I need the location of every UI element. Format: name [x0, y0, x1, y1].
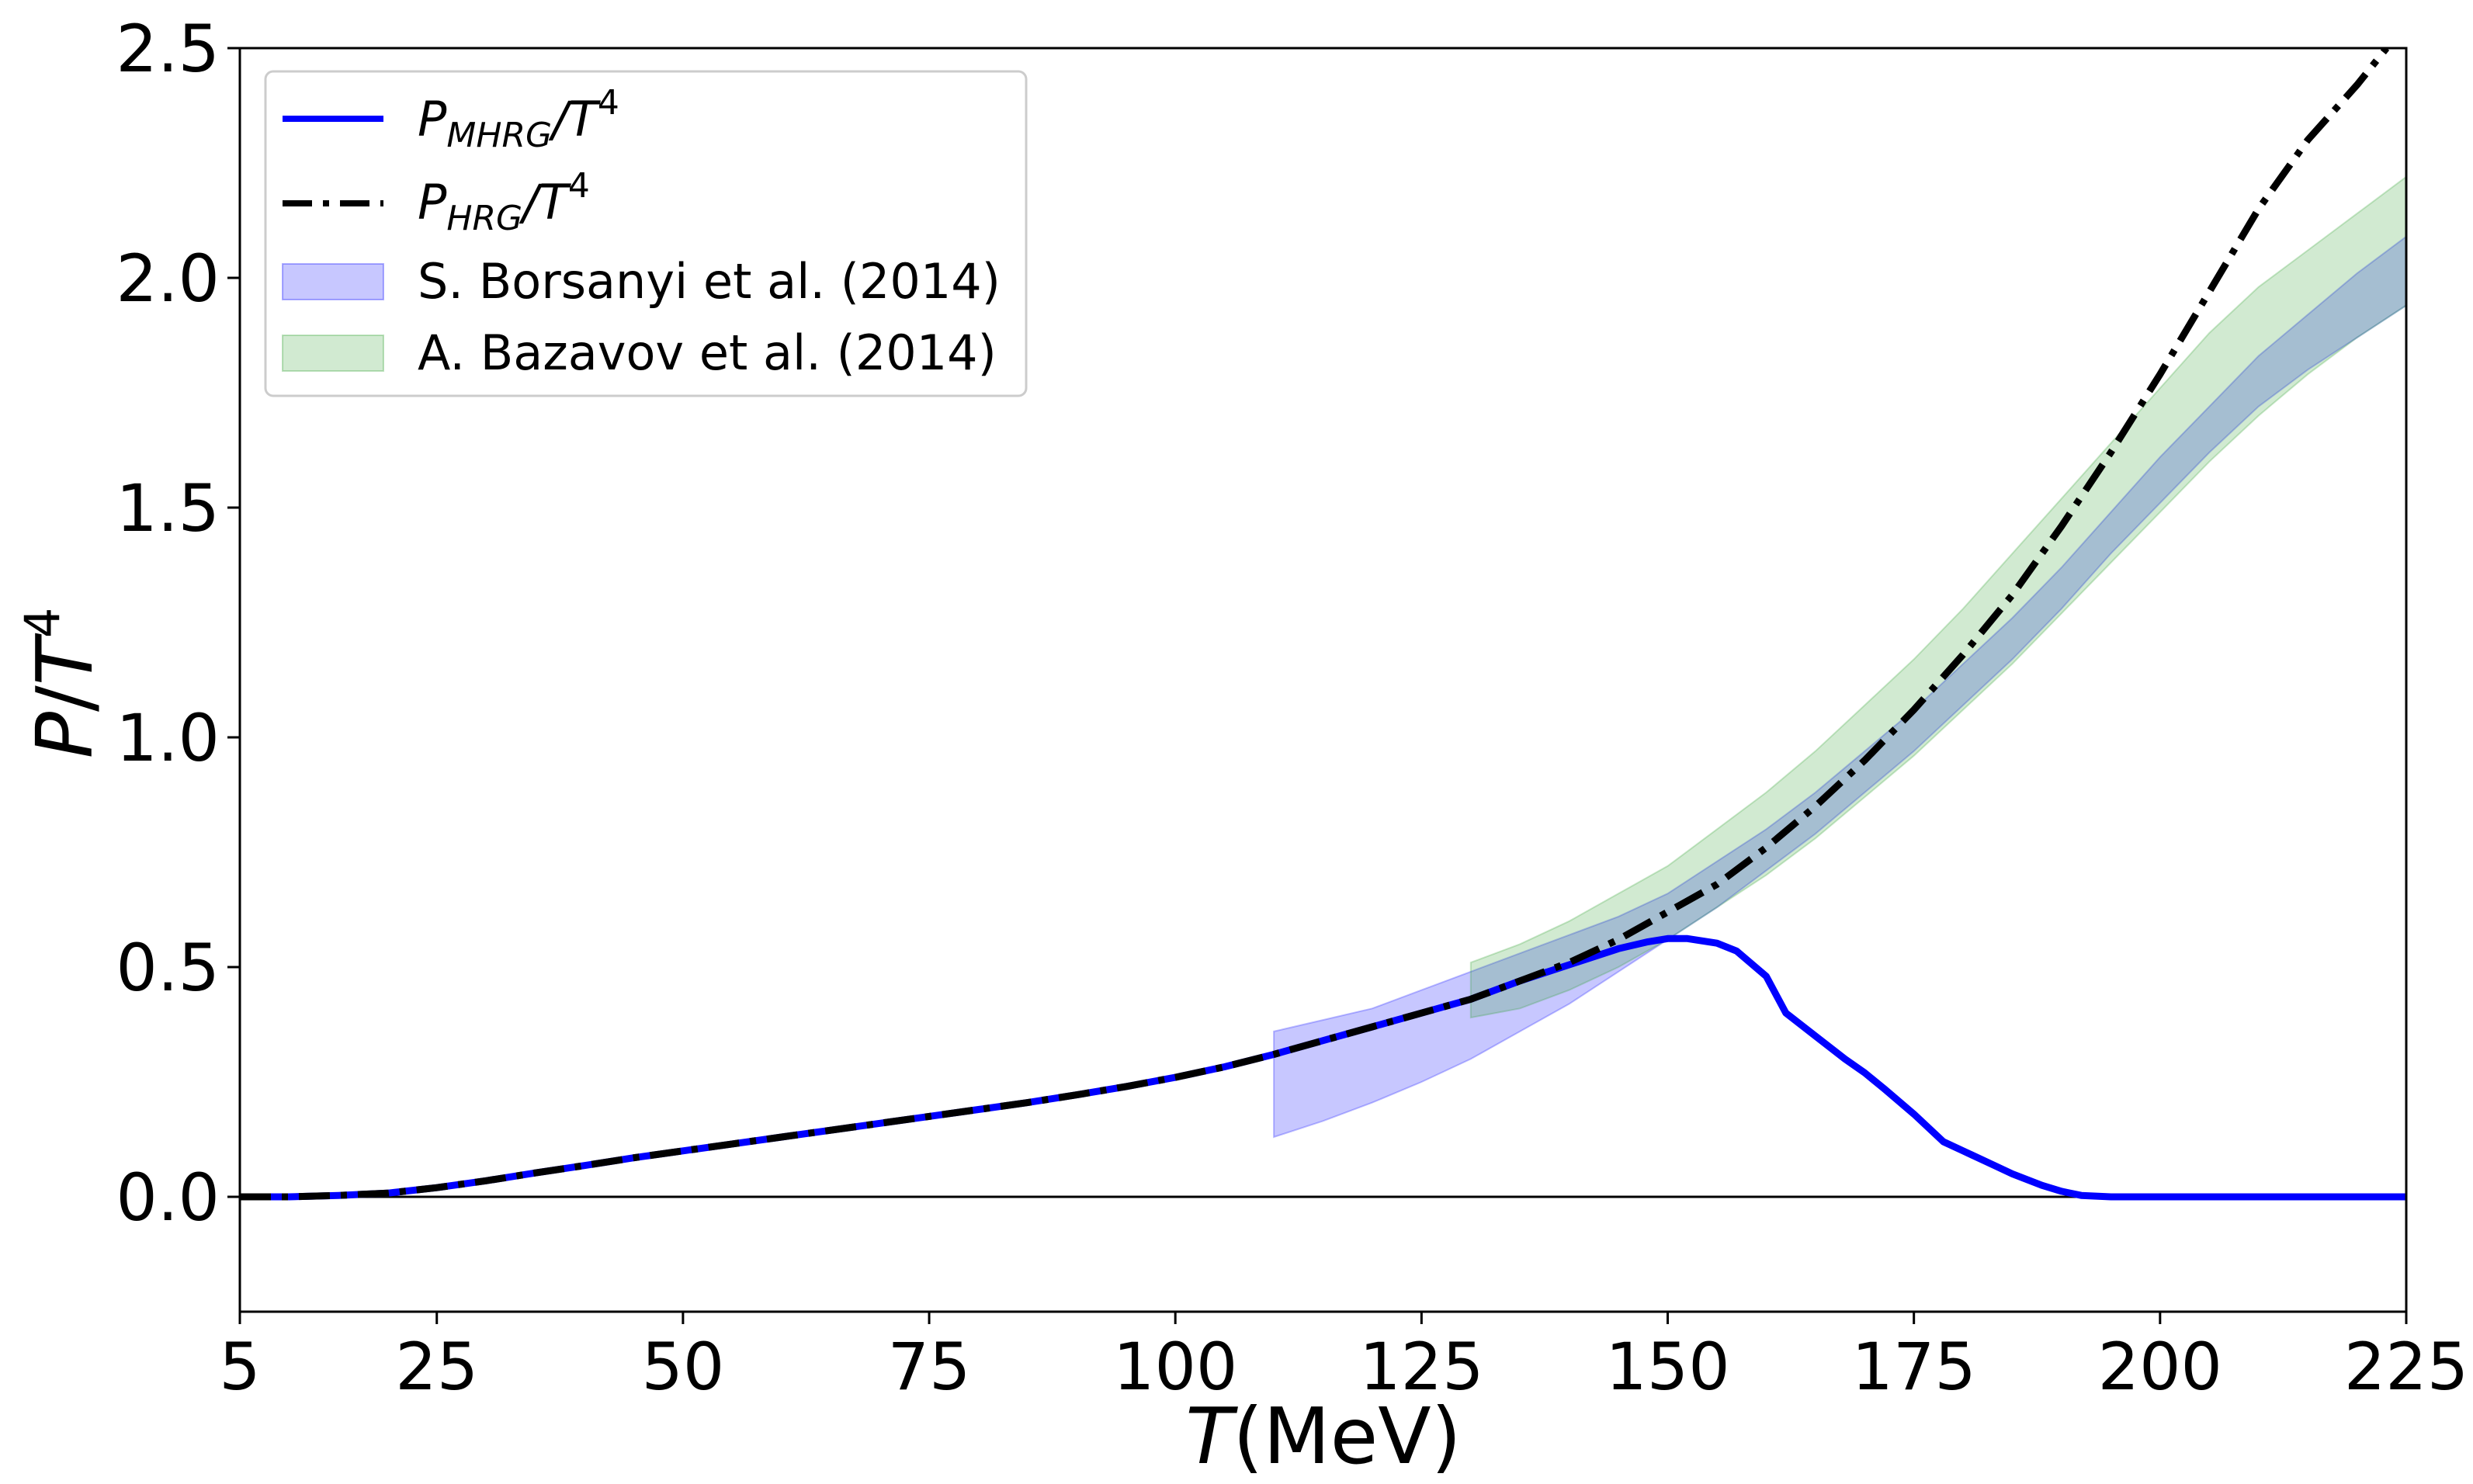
plot-frame	[238, 47, 2408, 1313]
x-axis-var: T	[1185, 1391, 1238, 1482]
legend-label-mhrg: PMHRG/T4	[418, 83, 619, 155]
y-axis-den: T	[19, 633, 110, 685]
y-axis-exp: 4	[14, 608, 71, 638]
band-borsanyi	[1273, 235, 2406, 1139]
x-tick-label: 25	[395, 1329, 478, 1405]
y-tick-label: 1.0	[116, 700, 220, 776]
legend-label-borsanyi: S. Borsanyi et al. (2014)	[418, 253, 1001, 310]
y-tick-label: 1.5	[116, 470, 220, 546]
y-axis-ticks: 0.0 0.5 1.0 1.5 2.0 2.5	[116, 11, 240, 1236]
y-axis-label: P/T4	[14, 608, 110, 759]
x-tick-label: 5	[219, 1329, 260, 1405]
x-tick-label: 200	[2098, 1329, 2222, 1405]
y-tick-label: 0.0	[116, 1160, 220, 1236]
x-axis-label: T(MeV)	[1185, 1391, 1461, 1482]
y-tick-label: 2.0	[116, 241, 220, 317]
x-tick-label: 75	[888, 1329, 971, 1405]
x-tick-label: 100	[1113, 1329, 1237, 1405]
x-axis-ticks: 5 25 50 75 100 125 150 175 200 225	[219, 1312, 2468, 1405]
curves	[240, 48, 2406, 1201]
x-axis-unit: (MeV)	[1233, 1391, 1461, 1482]
y-tick-label: 2.5	[116, 11, 220, 87]
legend-label-hrg: PHRG/T4	[418, 166, 590, 238]
legend-swatch-borsanyi	[282, 263, 384, 300]
x-tick-label: 150	[1605, 1329, 1729, 1405]
series-hrg-line	[240, 48, 2390, 1201]
y-axis-sep: /	[19, 685, 110, 712]
legend: PMHRG/T4 PHRG/T4 S. Borsanyi et al. (201…	[264, 70, 1028, 397]
legend-swatch-bazavov	[282, 335, 384, 372]
y-axis-var: P	[19, 711, 110, 758]
y-tick-label: 0.5	[116, 930, 220, 1006]
band-bazavov	[1469, 175, 2406, 1019]
legend-label-bazavov: A. Bazavov et al. (2014)	[418, 324, 997, 381]
error-bands	[1273, 175, 2406, 1139]
x-tick-label: 50	[641, 1329, 724, 1405]
x-tick-label: 225	[2344, 1329, 2468, 1405]
x-tick-label: 175	[1852, 1329, 1976, 1405]
legend-box	[264, 70, 1028, 397]
x-tick-label: 125	[1359, 1329, 1483, 1405]
